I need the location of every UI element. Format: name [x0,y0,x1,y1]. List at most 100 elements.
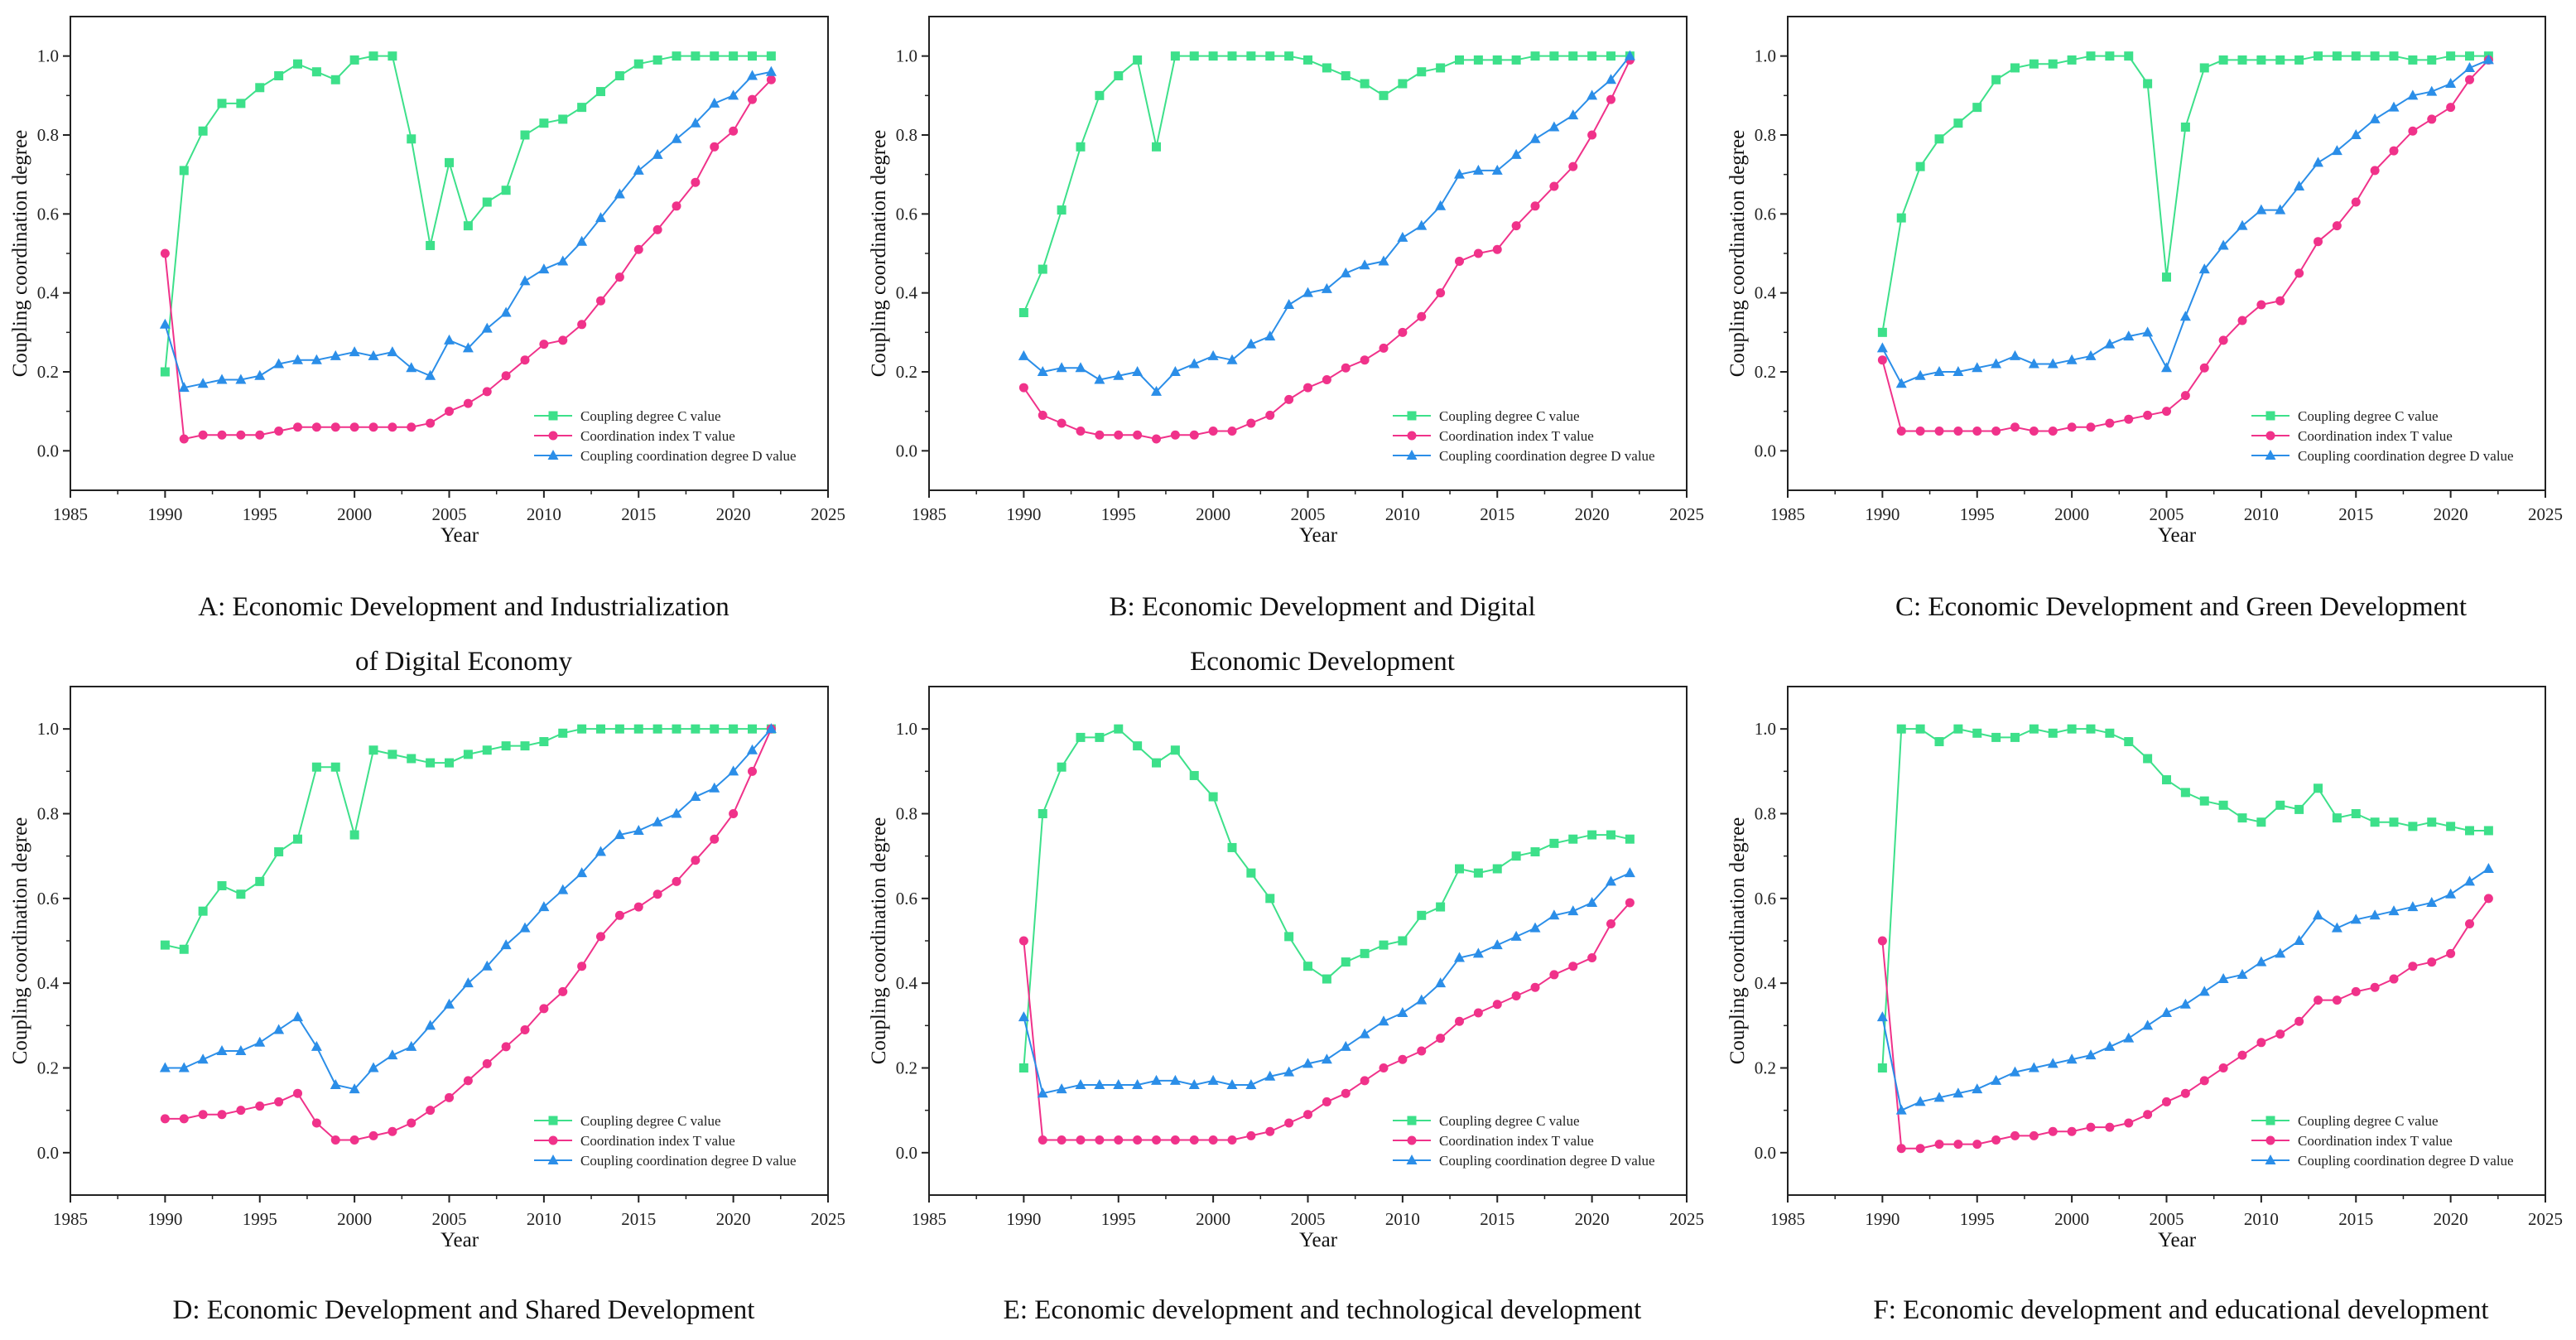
legend-label: Coupling degree C value [1439,408,1580,424]
y-axis-title: Coupling coordination degree [868,817,890,1065]
x-tick-label: 1990 [1006,1209,1041,1229]
series-line [164,55,772,373]
legend-marker [2265,1135,2275,1145]
data-point [1606,919,1615,929]
data-point [1397,1006,1408,1017]
data-point [425,369,436,380]
x-tick-label: 2005 [1291,1209,1326,1229]
data-point [388,422,397,432]
data-point [2464,875,2475,886]
data-point [388,750,397,759]
data-point [2066,354,2078,364]
data-point [501,186,511,195]
data-point [407,1118,416,1128]
data-point [2427,114,2437,124]
data-point [463,398,473,408]
data-point [1188,358,1200,369]
data-point [179,434,189,444]
data-point [387,1049,398,1060]
data-point [1379,940,1389,950]
y-axis-title: Coupling coordination degree [868,130,890,378]
data-point [614,724,624,734]
data-point [236,889,246,899]
data-point [1472,164,1484,175]
data-point [765,65,777,76]
data-point [2105,418,2115,428]
data-point [2105,51,2115,61]
legend-d: Coupling degree C value Coordination inde… [534,1113,797,1169]
data-point [633,244,643,254]
data-point [1151,1074,1162,1085]
data-point [2086,51,2096,61]
data-point [1322,63,1331,73]
data-point [2351,51,2361,61]
data-point [1208,792,1218,802]
series-circle-f [1877,894,2493,1154]
data-point [2085,349,2097,360]
data-point [557,884,569,894]
data-point [596,724,605,734]
y-tick-label: 1.0 [37,46,59,66]
data-point [1435,977,1447,988]
data-point [2029,1130,2039,1140]
x-tick-label: 2020 [716,504,751,524]
x-tick-label: 2000 [337,504,372,524]
data-point [1473,1008,1483,1018]
data-point [330,75,340,84]
data-point [2275,204,2286,214]
data-point [1417,1046,1427,1056]
x-tick-label: 2025 [1669,1209,1704,1229]
data-point [445,407,454,417]
y-tick-label: 0.4 [1755,283,1777,303]
data-point [273,358,285,369]
data-point [330,1078,341,1089]
data-point [2161,1006,2172,1017]
data-point [2275,800,2285,810]
data-point [445,758,454,768]
legend-marker [547,450,559,460]
data-point [1587,952,1597,962]
x-tick-label: 1995 [1101,504,1136,524]
data-point [406,362,417,373]
data-point [349,346,360,357]
data-point [1038,809,1047,818]
data-point [1492,864,1502,874]
x-tick-label: 2000 [2054,504,2089,524]
data-point [236,430,246,440]
caption-e: E: Economic development and technologica… [1003,1295,1642,1325]
data-point [1284,394,1294,404]
panel-a: 1985 1990 1995 2000 2005 2010 2015 2020 2025 0.0 0… [0,0,859,677]
data-point [2294,935,2305,945]
data-point [2465,51,2474,61]
data-point [1321,282,1332,293]
data-point [1587,896,1598,907]
data-point [2237,316,2247,325]
data-point [217,1110,227,1120]
x-tick-label: 1985 [912,1209,946,1229]
caption-c: C: Economic Development and Green Develo… [1895,592,2468,622]
data-point [2086,724,2096,734]
y-tick-label: 0.4 [896,283,918,303]
data-point [2010,1130,2020,1140]
legend-marker [2265,1116,2275,1126]
data-point [1057,762,1067,772]
data-point [1152,1135,1161,1145]
data-point [217,99,227,108]
legend-marker [1406,450,1418,460]
data-point [1341,71,1351,80]
data-point [2332,51,2342,61]
data-point [217,430,227,440]
data-point [388,51,397,61]
data-point [160,367,170,377]
data-point [1246,418,1256,428]
data-point [2217,973,2229,984]
data-point [614,910,624,920]
data-point [481,322,493,333]
y-tick-label: 0.8 [37,804,59,824]
data-point [2256,817,2266,827]
data-point [445,157,454,167]
data-point [1076,427,1086,436]
data-point [614,272,624,282]
data-point [633,824,644,835]
data-point [1264,1070,1276,1081]
